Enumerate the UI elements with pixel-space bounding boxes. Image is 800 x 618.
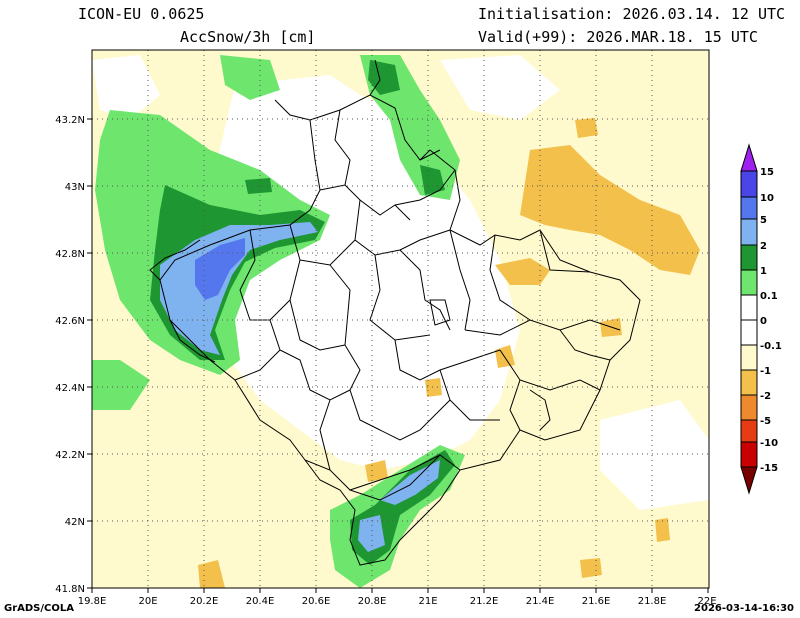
legend-swatch: [740, 441, 758, 468]
lon-label: 21.6E: [582, 596, 611, 607]
lat-label: 42.2N: [55, 450, 85, 461]
heavy-snow-area-south2: [358, 515, 385, 552]
legend-swatch: [740, 244, 758, 271]
snow-field: [92, 50, 709, 588]
near-zero-area-nw: [92, 55, 160, 120]
snow-loss-spot-8: [655, 518, 670, 542]
lon-label: 21.2E: [470, 596, 499, 607]
legend-label: -1: [760, 366, 771, 377]
snow-loss-area-east2: [495, 258, 550, 285]
model-title: ICON-EU 0.0625: [78, 5, 205, 23]
snow-loss-spot-1: [575, 118, 598, 138]
legend-label: 15: [760, 167, 774, 178]
variable-title: AccSnow/3h [cm]: [180, 28, 316, 46]
legend-label: -2: [760, 391, 771, 402]
legend-swatch: [740, 394, 758, 421]
lon-label: 20.6E: [302, 596, 331, 607]
near-zero-area-se: [600, 400, 709, 510]
lon-label: 20.8E: [358, 596, 387, 607]
lat-label: 42N: [65, 517, 85, 528]
legend-swatch: [740, 419, 758, 443]
initialisation-time: Initialisation: 2026.03.14. 12 UTC: [478, 5, 786, 23]
legend-swatch: [740, 170, 758, 198]
legend-label: 0.1: [760, 291, 778, 302]
lon-label: 21.4E: [526, 596, 555, 607]
legend-swatch: [740, 269, 758, 296]
latitude-labels: 41.8N 42N 42.2N 42.4N 42.6N 42.8N 43N 43…: [55, 115, 85, 595]
axis-ticks: [87, 118, 709, 593]
lat-label: 43.2N: [55, 115, 85, 126]
lat-label: 42.8N: [55, 249, 85, 260]
longitude-labels: 19.8E 20E 20.2E 20.4E 20.6E 20.8E 21E 21…: [78, 596, 717, 607]
lon-label: 20E: [138, 596, 157, 607]
render-timestamp: 2026-03-14-16:30: [694, 603, 794, 614]
legend-swatch: [740, 319, 758, 346]
lake-shore: [149, 239, 201, 281]
legend-label: 0: [760, 316, 767, 327]
legend-cap-top: [740, 143, 758, 172]
legend-label: 2: [760, 241, 767, 252]
light-snow-area-nw: [220, 55, 280, 100]
legend-swatch: [740, 218, 758, 246]
lat-label: 41.8N: [55, 584, 85, 595]
lon-label: 20.2E: [190, 596, 219, 607]
legend-label: -5: [760, 416, 771, 427]
lon-label: 19.8E: [78, 596, 107, 607]
moderate-snow-spot: [245, 178, 272, 194]
heavy-snow-area-south: [380, 460, 440, 505]
legend-swatch: [740, 344, 758, 371]
lat-label: 42.6N: [55, 316, 85, 327]
snow-loss-spot-5: [365, 460, 388, 482]
heavy-snow-area-west: [160, 222, 318, 355]
legend-label: -0.1: [760, 341, 782, 352]
snow-loss-area-east: [520, 145, 700, 275]
moderate-snow-area-north2: [420, 165, 445, 195]
legend-swatch: [740, 196, 758, 220]
near-zero-area-n: [440, 55, 560, 120]
snow-loss-spot-6: [198, 560, 225, 588]
lon-label: 21.8E: [638, 596, 667, 607]
valid-time: Valid(+99): 2026.MAR.18. 15 UTC: [478, 28, 758, 46]
snow-loss-spot-7: [580, 558, 602, 578]
legend-label: 1: [760, 266, 767, 277]
color-legend: 15 10 5 2 1 0.1 0 -0.1 -1 -2 -5 -10 -15: [740, 143, 782, 495]
legend-cap-bottom: [740, 466, 758, 495]
legend-label: 10: [760, 193, 774, 204]
legend-swatch: [740, 369, 758, 396]
legend-label: -10: [760, 438, 778, 449]
software-credit: GrADS/COLA: [4, 603, 74, 614]
lon-label: 21E: [418, 596, 437, 607]
map-frame: [91, 49, 710, 589]
lon-label: 20.4E: [246, 596, 275, 607]
snow-loss-spot-4: [425, 378, 442, 397]
southern-border: [304, 459, 461, 566]
legend-label: -15: [760, 463, 778, 474]
lat-label: 42.4N: [55, 383, 85, 394]
legend-label: 5: [760, 215, 767, 226]
lat-label: 43N: [65, 182, 85, 193]
light-snow-area-sw: [92, 360, 150, 410]
legend-swatch: [740, 294, 758, 321]
lon-label: 22E: [697, 596, 716, 607]
